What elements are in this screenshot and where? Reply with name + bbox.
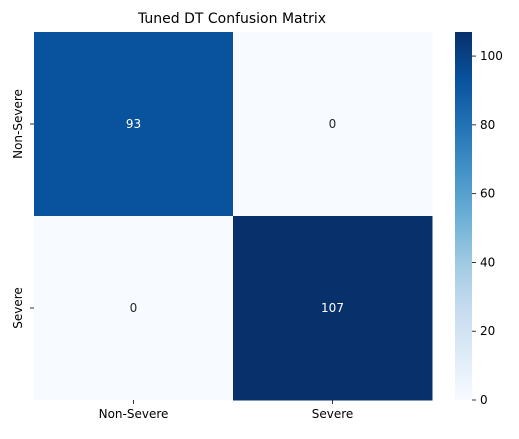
colorbar-tick-label: 20	[480, 324, 495, 338]
cell-value-label: 0	[130, 301, 138, 315]
colorbar-tick-label: 100	[480, 49, 503, 63]
cell-value-label: 93	[126, 117, 141, 131]
colorbar-tick-label: 0	[480, 393, 488, 407]
x-tick-label: Non-Severe	[99, 407, 169, 421]
colorbar: 0 20 40 60 80 100	[455, 32, 503, 407]
colorbar-gradient	[455, 32, 472, 400]
y-tick-label: Severe	[11, 287, 25, 329]
cell-value-label: 107	[321, 301, 344, 315]
colorbar-tick-label: 80	[480, 118, 495, 132]
colorbar-tick-label: 40	[480, 255, 495, 269]
colorbar-tick-label: 60	[480, 187, 495, 201]
x-axis: Non-Severe Severe	[99, 400, 354, 421]
y-axis: Non-Severe Severe	[11, 89, 34, 329]
heatmap-cells	[34, 32, 433, 401]
colorbar-ticks: 0 20 40 60 80 100	[472, 49, 503, 407]
y-tick-label: Non-Severe	[11, 89, 25, 159]
cell-value-label: 0	[329, 117, 337, 131]
chart-title: Tuned DT Confusion Matrix	[137, 11, 326, 27]
x-tick-label: Severe	[312, 407, 354, 421]
